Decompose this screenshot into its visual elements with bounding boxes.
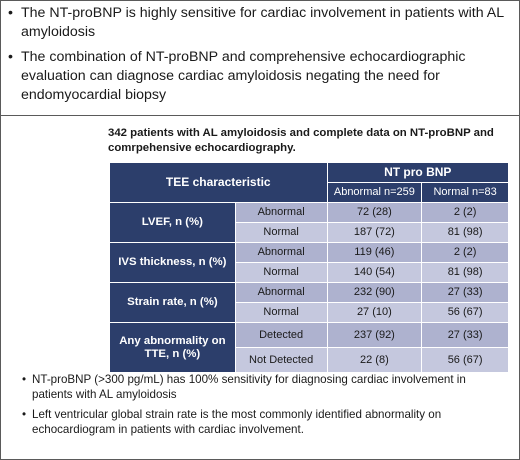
table-row: Any abnormality on TTE, n (%) Detected 2…: [109, 322, 509, 373]
row-sub-label: Detected: [234, 322, 328, 348]
table-row: Normal 140 (54) 81 (98): [110, 262, 509, 283]
table-row: Normal 27 (10) 56 (67): [110, 302, 509, 323]
key-point: The NT-proBNP is highly sensitive for ca…: [8, 4, 508, 42]
cell-value: 27 (33): [421, 322, 509, 348]
row-group-label: IVS thickness, n (%): [109, 242, 236, 283]
row-sub-label: Not Detected: [234, 347, 328, 373]
key-points-list: The NT-proBNP is highly sensitive for ca…: [8, 4, 508, 111]
cell-value: 27 (33): [421, 282, 509, 303]
section-divider: [0, 115, 520, 116]
results-table: TEE characteristic NT pro BNP Abnormal n…: [109, 162, 509, 373]
cell-value: 187 (72): [326, 222, 423, 243]
table-caption: 342 patients with AL amyloidosis and com…: [108, 127, 494, 154]
row-group-label: LVEF, n (%): [109, 202, 236, 243]
cell-value: 119 (46): [326, 242, 423, 263]
cell-value: 81 (98): [421, 222, 509, 243]
table-row: IVS thickness, n (%) Abnormal 119 (46) 2…: [109, 242, 509, 283]
cell-value: 2 (2): [421, 202, 509, 223]
key-point: The combination of NT-proBNP and compreh…: [8, 48, 508, 105]
row-sub-label: Abnormal: [234, 242, 328, 263]
row-group-label: Strain rate, n (%): [109, 282, 236, 323]
cell-value: 237 (92): [326, 322, 423, 348]
findings-list: NT-proBNP (>300 pg/mL) has 100% sensitiv…: [22, 372, 502, 442]
group-header: NT pro BNP: [326, 162, 509, 183]
table-row: Strain rate, n (%) Abnormal 232 (90) 27 …: [109, 282, 509, 323]
cell-value: 72 (28): [326, 202, 423, 223]
table-header-row: TEE characteristic NT pro BNP: [109, 162, 509, 203]
col-header-abnormal: Abnormal n=259: [326, 182, 423, 203]
cell-value: 81 (98): [421, 262, 509, 283]
row-sub-label: Normal: [234, 302, 328, 323]
cell-value: 232 (90): [326, 282, 423, 303]
finding-item: NT-proBNP (>300 pg/mL) has 100% sensitiv…: [22, 372, 502, 402]
row-sub-label: Normal: [234, 262, 328, 283]
row-sub-label: Normal: [234, 222, 328, 243]
cell-value: 56 (67): [421, 347, 509, 373]
cell-value: 22 (8): [326, 347, 423, 373]
col-header-normal: Normal n=83: [421, 182, 509, 203]
corner-header: TEE characteristic: [109, 162, 328, 203]
row-sub-label: Abnormal: [234, 282, 328, 303]
cell-value: 2 (2): [421, 242, 509, 263]
row-group-label: Any abnormality on TTE, n (%): [109, 322, 236, 373]
cell-value: 56 (67): [421, 302, 509, 323]
cell-value: 27 (10): [326, 302, 423, 323]
table-row: LVEF, n (%) Abnormal 72 (28) 2 (2): [109, 202, 509, 243]
table-row: Not Detected 22 (8) 56 (67): [110, 347, 509, 373]
cell-value: 140 (54): [326, 262, 423, 283]
finding-item: Left ventricular global strain rate is t…: [22, 407, 502, 437]
row-sub-label: Abnormal: [234, 202, 328, 223]
